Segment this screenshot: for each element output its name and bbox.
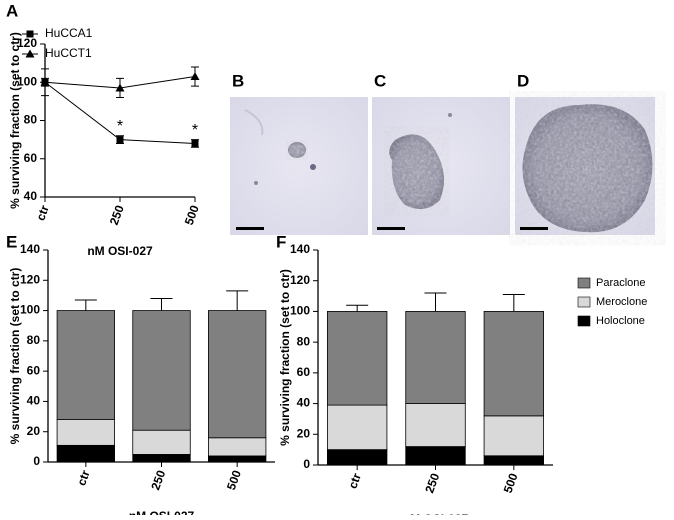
- x-tick-label: 250: [422, 471, 442, 495]
- panel-label: C: [374, 71, 386, 90]
- y-tick-label: 140: [290, 242, 310, 256]
- y-tick-label: 20: [27, 424, 41, 438]
- error-bar: [226, 290, 249, 311]
- error-bar: [74, 299, 97, 311]
- bar-segment: [483, 455, 545, 466]
- point: [40, 77, 50, 86]
- y-tick-label: 100: [20, 303, 40, 317]
- legend-label: HuCCT1: [45, 46, 92, 60]
- micrograph-c: [372, 97, 510, 235]
- x-tick-label: 500: [182, 203, 202, 227]
- bar-segment: [483, 311, 545, 417]
- x-tick-label: 500: [501, 471, 521, 495]
- y-tick-label: 140: [20, 242, 40, 256]
- bar-segment: [132, 429, 191, 455]
- x-axis-title: nM OSI-027: [129, 509, 195, 515]
- bar-segment: [326, 449, 388, 466]
- bar-segment: [208, 310, 267, 439]
- y-tick-label: 0: [33, 454, 40, 468]
- panel-label: A: [6, 1, 18, 20]
- y-tick-label: 80: [297, 334, 311, 348]
- x-tick-label: ctr: [74, 468, 93, 488]
- bar-segment: [56, 444, 115, 463]
- panel-label: B: [232, 71, 244, 90]
- legend-label: Holoclone: [596, 315, 645, 327]
- y-tick-label: 80: [27, 333, 41, 347]
- y-tick-label: 120: [17, 36, 37, 50]
- bar-segment: [56, 419, 115, 446]
- error-bar: [150, 297, 173, 311]
- legend-swatch: [577, 315, 591, 327]
- point: [190, 72, 200, 81]
- annotation: *: [192, 122, 198, 139]
- annotation: *: [117, 118, 123, 135]
- y-tick-label: 120: [290, 273, 310, 287]
- y-axis-title: % surviving fraction (set to ctr): [8, 268, 22, 445]
- y-tick-label: 60: [27, 363, 41, 377]
- y-tick-label: 40: [24, 189, 38, 203]
- panel-label: E: [6, 232, 17, 251]
- legend-label: Meroclone: [596, 296, 647, 308]
- point: [116, 136, 124, 144]
- bar-segment: [405, 311, 466, 404]
- y-tick-label: 80: [24, 113, 38, 127]
- bar-segment: [326, 404, 388, 451]
- legend-swatch: [577, 277, 591, 289]
- error-bar: [346, 304, 369, 312]
- panel-label: D: [517, 71, 529, 90]
- legend-label: HuCCA1: [45, 26, 93, 40]
- bar-segment: [208, 437, 267, 457]
- error-bar: [424, 292, 447, 312]
- y-tick-label: 120: [20, 272, 40, 286]
- y-tick-label: 100: [17, 74, 37, 88]
- x-tick-label: ctr: [33, 203, 52, 223]
- y-tick-label: 0: [303, 457, 310, 471]
- x-tick-label: ctr: [346, 471, 365, 491]
- bar-segment: [208, 455, 267, 463]
- x-tick-label: 250: [148, 468, 168, 492]
- legend-swatch: [577, 296, 591, 308]
- bar-segment: [132, 454, 191, 463]
- legend-marker: [25, 49, 35, 58]
- y-axis-title: % surviving fraction (set to ctr): [278, 269, 292, 446]
- bar-segment: [56, 310, 115, 421]
- y-tick-label: 40: [27, 394, 41, 408]
- y-tick-label: 60: [297, 365, 311, 379]
- bar-segment: [326, 311, 388, 406]
- micrograph-b: [230, 97, 368, 235]
- panel-label: F: [276, 232, 286, 251]
- y-tick-label: 100: [290, 304, 310, 318]
- legend-marker: [26, 30, 34, 38]
- point: [191, 139, 199, 147]
- y-tick-label: 20: [297, 426, 311, 440]
- y-tick-label: 40: [297, 396, 311, 410]
- bar-segment: [405, 403, 466, 447]
- x-tick-label: 500: [224, 468, 244, 492]
- legend-label: Paraclone: [596, 277, 646, 289]
- bar-segment: [483, 415, 545, 457]
- micrograph-d: [515, 97, 655, 235]
- y-tick-label: 60: [24, 151, 38, 165]
- bar-segment: [132, 310, 191, 431]
- x-tick-label: 250: [107, 203, 127, 227]
- error-bar: [502, 294, 525, 312]
- point: [115, 83, 125, 92]
- y-axis-title: % surviving fraction (set to ctr): [8, 32, 22, 209]
- bar-segment: [405, 446, 466, 466]
- x-axis-title: nM OSI-027: [87, 244, 153, 258]
